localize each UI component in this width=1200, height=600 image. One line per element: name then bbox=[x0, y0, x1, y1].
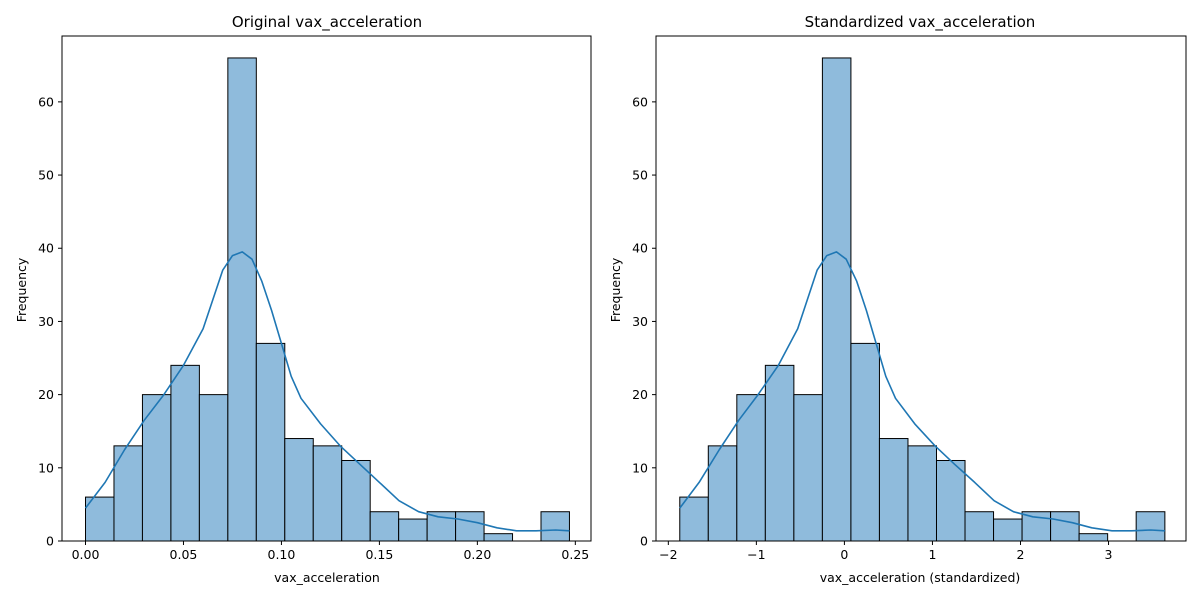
y-tick-label: 50 bbox=[38, 168, 54, 183]
histogram-bar bbox=[426, 511, 457, 542]
x-axis-label: vax_acceleration (standardized) bbox=[820, 570, 1021, 585]
kde-line bbox=[84, 251, 570, 532]
histogram-bar bbox=[284, 438, 314, 542]
axes-frame bbox=[655, 35, 1187, 542]
histogram-bar bbox=[736, 394, 766, 542]
histogram-standardized: Standardized vax_acceleration vax_accele… bbox=[608, 13, 1187, 585]
histogram-bar bbox=[878, 438, 909, 542]
y-tick-label: 30 bbox=[38, 314, 54, 329]
y-tick-label: 40 bbox=[632, 241, 648, 256]
x-tick-label: −2 bbox=[659, 547, 677, 562]
y-tick-label: 0 bbox=[46, 534, 54, 549]
x-tick-label: 0.25 bbox=[561, 547, 589, 562]
x-tick-label: 3 bbox=[1105, 547, 1113, 562]
x-tick-label: −1 bbox=[747, 547, 765, 562]
chart-title: Original vax_acceleration bbox=[232, 13, 422, 32]
histogram-bar bbox=[793, 394, 823, 542]
x-tick-label: 0 bbox=[840, 547, 848, 562]
histogram-bar bbox=[455, 511, 485, 542]
x-tick-label: 0.05 bbox=[170, 547, 198, 562]
histogram-bar bbox=[312, 445, 343, 542]
y-tick-label: 50 bbox=[632, 168, 648, 183]
histogram-bar bbox=[483, 533, 514, 542]
histogram-bar bbox=[85, 496, 115, 542]
axes-frame bbox=[61, 35, 592, 542]
y-tick-label: 60 bbox=[38, 94, 54, 109]
chart-title: Standardized vax_acceleration bbox=[805, 13, 1036, 32]
y-axis-label: Frequency bbox=[608, 257, 623, 322]
histogram-bar bbox=[198, 394, 229, 542]
y-tick-label: 40 bbox=[38, 241, 54, 256]
histogram-bar bbox=[1050, 511, 1080, 542]
x-axis-label: vax_acceleration bbox=[274, 570, 380, 585]
histogram-bar bbox=[1078, 533, 1109, 542]
histogram-bar bbox=[255, 342, 286, 542]
histogram-bar bbox=[1021, 511, 1052, 542]
histogram-bar bbox=[964, 511, 995, 542]
histogram-bar bbox=[170, 364, 200, 542]
y-tick-label: 30 bbox=[632, 314, 648, 329]
x-tick-label: 0.00 bbox=[72, 547, 100, 562]
histogram-bar bbox=[764, 364, 795, 542]
histogram-bar bbox=[540, 511, 570, 542]
x-tick-label: 1 bbox=[928, 547, 936, 562]
histogram-bar bbox=[850, 342, 880, 542]
x-tick-label: 0.10 bbox=[268, 547, 296, 562]
x-tick-label: 0.15 bbox=[365, 547, 393, 562]
kde-line bbox=[679, 251, 1165, 532]
x-tick-label: 2 bbox=[1017, 547, 1025, 562]
histogram-bar bbox=[113, 445, 143, 542]
y-axis-label: Frequency bbox=[14, 257, 29, 322]
x-tick-label: 0.20 bbox=[463, 547, 491, 562]
histogram-bar bbox=[821, 57, 852, 542]
histogram-bar bbox=[993, 518, 1023, 542]
histogram-bar bbox=[398, 518, 428, 542]
y-tick-label: 10 bbox=[632, 460, 648, 475]
histogram-bar bbox=[1135, 511, 1166, 542]
histogram-bar bbox=[679, 496, 709, 542]
y-tick-label: 20 bbox=[632, 387, 648, 402]
y-tick-label: 60 bbox=[632, 94, 648, 109]
bars bbox=[85, 57, 570, 542]
histogram-bar bbox=[141, 394, 172, 542]
histogram-bar bbox=[369, 511, 400, 542]
bars bbox=[679, 57, 1166, 542]
y-tick-label: 0 bbox=[640, 534, 648, 549]
histogram-original: Original vax_acceleration vax_accelerati… bbox=[14, 13, 592, 585]
y-tick-label: 20 bbox=[38, 387, 54, 402]
histogram-bar bbox=[341, 459, 371, 542]
y-tick-label: 10 bbox=[38, 460, 54, 475]
histogram-bar bbox=[907, 445, 937, 542]
histogram-bar bbox=[935, 459, 966, 542]
histogram-bar bbox=[227, 57, 257, 542]
